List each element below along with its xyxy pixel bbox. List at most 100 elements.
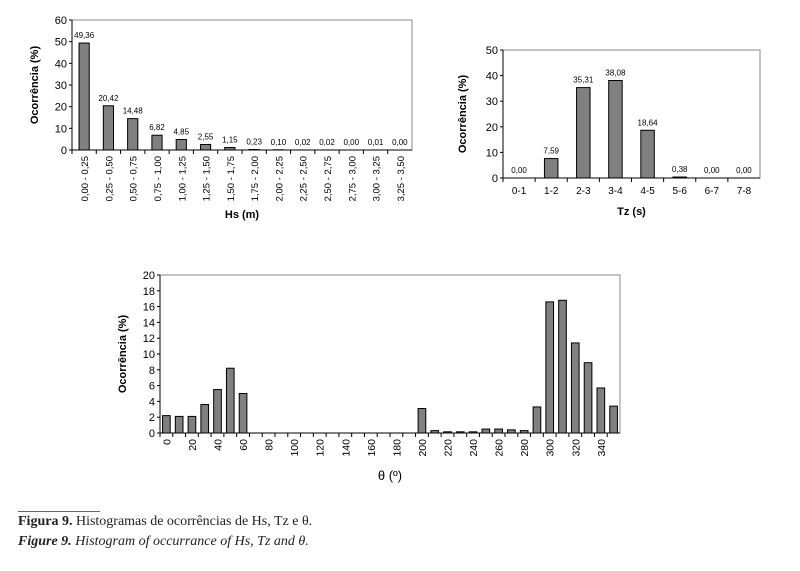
tz-x-tick-label: 0-1 xyxy=(512,186,527,197)
caption-en-text: Histogram of occurrance of Hs, Tz and θ. xyxy=(71,534,309,549)
tz-data-label: 38,08 xyxy=(605,69,626,78)
tz-data-label: 0,00 xyxy=(511,166,527,175)
caption-en-label: Figure 9. xyxy=(18,534,72,549)
theta-bar xyxy=(238,393,248,434)
tz-x-tick-label: 3-4 xyxy=(608,186,623,197)
hs-x-tick-label: 2,25 - 2,50 xyxy=(299,156,310,201)
tz-x-tick-label: 6-7 xyxy=(705,186,720,197)
tz-plot-area xyxy=(502,49,761,179)
tz-y-tick-label: 30 xyxy=(486,96,498,108)
tz-y-axis-title: Ocorrência (%) xyxy=(457,75,469,154)
theta-x-tick-label: 40 xyxy=(213,439,225,451)
theta-bar xyxy=(507,429,516,434)
hs-data-label: 0,23 xyxy=(246,138,262,147)
hs-y-tick-label: 0 xyxy=(61,145,67,157)
hs-data-label: 49,36 xyxy=(74,31,95,40)
theta-bar xyxy=(596,387,606,434)
hs-data-label: 14,48 xyxy=(123,107,144,116)
theta-y-tick-label: 16 xyxy=(143,302,155,314)
tz-x-tick-label: 7-8 xyxy=(737,186,752,197)
hs-bar xyxy=(199,143,212,151)
hs-data-label: 0,01 xyxy=(368,138,384,147)
theta-bar xyxy=(455,431,465,434)
theta-y-tick-label: 18 xyxy=(143,286,155,298)
hs-x-tick-label: 0,50 - 0,75 xyxy=(129,156,140,201)
hs-bar xyxy=(224,147,236,151)
hs-data-label: 1,15 xyxy=(222,136,238,145)
tz-bar xyxy=(640,129,655,179)
theta-x-axis-title: θ (º) xyxy=(378,468,402,483)
hs-y-tick-label: 40 xyxy=(55,58,67,70)
caption-pt-label: Figura 9. xyxy=(18,514,73,529)
theta-x-tick-label: 320 xyxy=(570,439,582,457)
theta-bar xyxy=(174,415,184,434)
theta-x-tick-label: 300 xyxy=(545,439,557,457)
theta-y-tick-label: 20 xyxy=(143,270,155,282)
theta-x-tick-label: 20 xyxy=(187,439,199,451)
theta-bar xyxy=(583,362,593,434)
theta-bar xyxy=(545,301,555,434)
hs-y-tick-label: 60 xyxy=(55,15,67,27)
theta-x-tick-label: 140 xyxy=(340,439,352,457)
tz-y-tick-label: 0 xyxy=(492,173,498,185)
theta-bar xyxy=(519,430,529,434)
tz-x-tick-label: 4-5 xyxy=(640,186,655,197)
theta-x-tick-label: 220 xyxy=(443,439,455,457)
theta-x-tick-label: 200 xyxy=(417,439,429,457)
hs-y-tick-label: 10 xyxy=(55,123,67,135)
hs-x-tick-label: 2,75 - 3,00 xyxy=(347,156,358,201)
theta-bar xyxy=(430,430,440,434)
theta-y-tick-label: 8 xyxy=(149,365,155,377)
hs-data-label: 20,42 xyxy=(98,94,119,103)
theta-y-tick-label: 6 xyxy=(149,381,155,393)
hs-data-label: 6,82 xyxy=(149,123,165,132)
tz-x-tick-label: 2-3 xyxy=(576,186,591,197)
tz-y-tick-label: 40 xyxy=(486,71,498,83)
tz-y-tick-label: 50 xyxy=(486,45,498,57)
theta-bar xyxy=(481,428,491,434)
tz-bar xyxy=(608,80,623,179)
hs-x-tick-label: 3,00 - 3,25 xyxy=(372,156,383,201)
theta-x-tick-label: 180 xyxy=(391,439,403,457)
tz-bar xyxy=(543,158,559,179)
theta-x-tick-label: 0 xyxy=(161,439,173,445)
tz-bar xyxy=(576,87,591,179)
hs-x-tick-label: 1,00 - 1,25 xyxy=(177,156,188,201)
hs-x-axis-title: Hs (m) xyxy=(225,209,260,221)
theta-x-tick-label: 280 xyxy=(519,439,531,457)
tz-x-tick-label: 5-6 xyxy=(672,186,687,197)
hs-data-label: 0,02 xyxy=(319,138,335,147)
hs-data-label: 0,00 xyxy=(392,138,408,147)
hs-data-label: 0,00 xyxy=(343,138,359,147)
tz-data-label: 0,00 xyxy=(736,166,752,175)
theta-bar xyxy=(558,299,567,434)
theta-x-tick-label: 260 xyxy=(494,439,506,457)
hs-y-tick-label: 30 xyxy=(55,80,67,92)
tz-data-label: 35,31 xyxy=(573,76,594,85)
hs-data-label: 2,55 xyxy=(198,132,214,141)
hs-bar xyxy=(175,138,187,151)
tz-y-tick-label: 10 xyxy=(486,147,498,159)
theta-x-tick-label: 60 xyxy=(238,439,250,451)
theta-bar xyxy=(609,405,618,434)
theta-y-tick-label: 2 xyxy=(149,412,155,424)
theta-bar xyxy=(532,406,542,434)
theta-x-tick-label: 100 xyxy=(289,439,301,457)
tz-x-tick-label: 1-2 xyxy=(544,186,559,197)
tz-x-axis-title: Tz (s) xyxy=(617,206,646,218)
theta-x-tick-label: 340 xyxy=(596,439,608,457)
tz-data-label: 0,00 xyxy=(704,166,720,175)
hs-bar xyxy=(78,42,90,151)
caption-pt-text: Histogramas de ocorrências de Hs, Tz e θ… xyxy=(72,514,313,529)
hs-x-tick-label: 1,75 - 2,00 xyxy=(250,156,261,201)
theta-bar xyxy=(225,367,235,434)
theta-bar xyxy=(417,408,427,434)
hs-x-tick-label: 3,25 - 3,50 xyxy=(396,156,407,201)
tz-data-label: 0,38 xyxy=(672,165,688,174)
theta-bar xyxy=(468,431,478,434)
hs-x-tick-label: 1,50 - 1,75 xyxy=(226,156,237,201)
theta-x-tick-label: 160 xyxy=(366,439,378,457)
tz-data-label: 18,64 xyxy=(638,118,659,127)
theta-bar xyxy=(570,342,580,434)
